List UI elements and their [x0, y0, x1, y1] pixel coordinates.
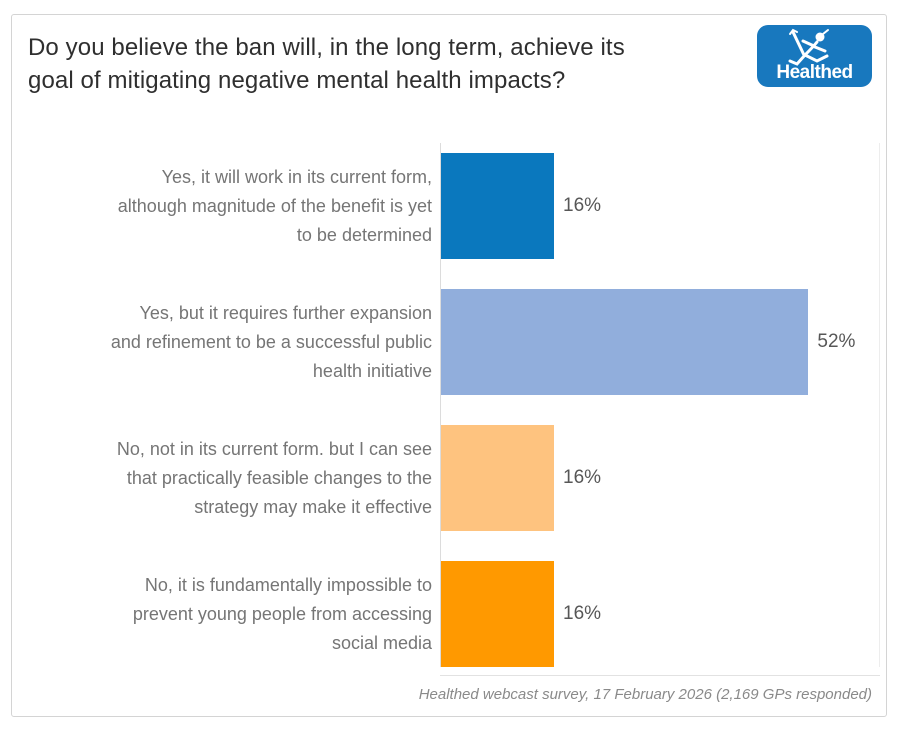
bar[interactable]: [441, 289, 809, 395]
category-label: No, it is fundamentally impossible to pr…: [132, 574, 432, 653]
healthed-logo-background: [757, 25, 872, 87]
chart-title: Do you believe the ban will, in the long…: [28, 34, 625, 94]
category-label: Yes, it will work in its current form, a…: [117, 166, 432, 245]
bar-chart: Yes, it will work in its current form, a…: [28, 143, 880, 676]
bar-value-label: 16%: [563, 467, 602, 488]
bar-row: Yes, it will work in its current form, a…: [28, 153, 872, 259]
plot-right-border: [879, 143, 880, 667]
chart-footer: Healthed webcast survey, 17 February 202…: [28, 676, 872, 704]
chart-header: Do you believe the ban will, in the long…: [28, 25, 872, 97]
bar-value-label: 16%: [563, 195, 602, 216]
source-caption: Healthed webcast survey, 17 February 202…: [418, 686, 872, 703]
bar-row: Yes, but it requires further expansion a…: [28, 289, 872, 395]
bar[interactable]: [441, 425, 555, 531]
bar-track: 16%: [441, 153, 872, 259]
bar-track: 16%: [441, 561, 872, 667]
bar-value-label: 52%: [817, 331, 856, 352]
healthed-logo: Healthed: [757, 25, 872, 87]
bar-track: 16%: [441, 425, 872, 531]
bar[interactable]: [441, 153, 555, 259]
survey-chart-card: Do you believe the ban will, in the long…: [11, 14, 887, 717]
bar-rows: Yes, it will work in its current form, a…: [28, 153, 872, 667]
bar-value-label: 16%: [563, 603, 602, 624]
bar-row: No, it is fundamentally impossible to pr…: [28, 561, 872, 667]
category-label: No, not in its current form. but I can s…: [116, 438, 432, 517]
bar-row: No, not in its current form. but I can s…: [28, 425, 872, 531]
healthed-logo-figure: [788, 28, 829, 66]
bar-track: 52%: [441, 289, 872, 395]
bar[interactable]: [441, 561, 555, 667]
category-label: Yes, but it requires further expansion a…: [110, 302, 432, 381]
healthed-logo-wordmark: Healthed: [776, 62, 852, 83]
